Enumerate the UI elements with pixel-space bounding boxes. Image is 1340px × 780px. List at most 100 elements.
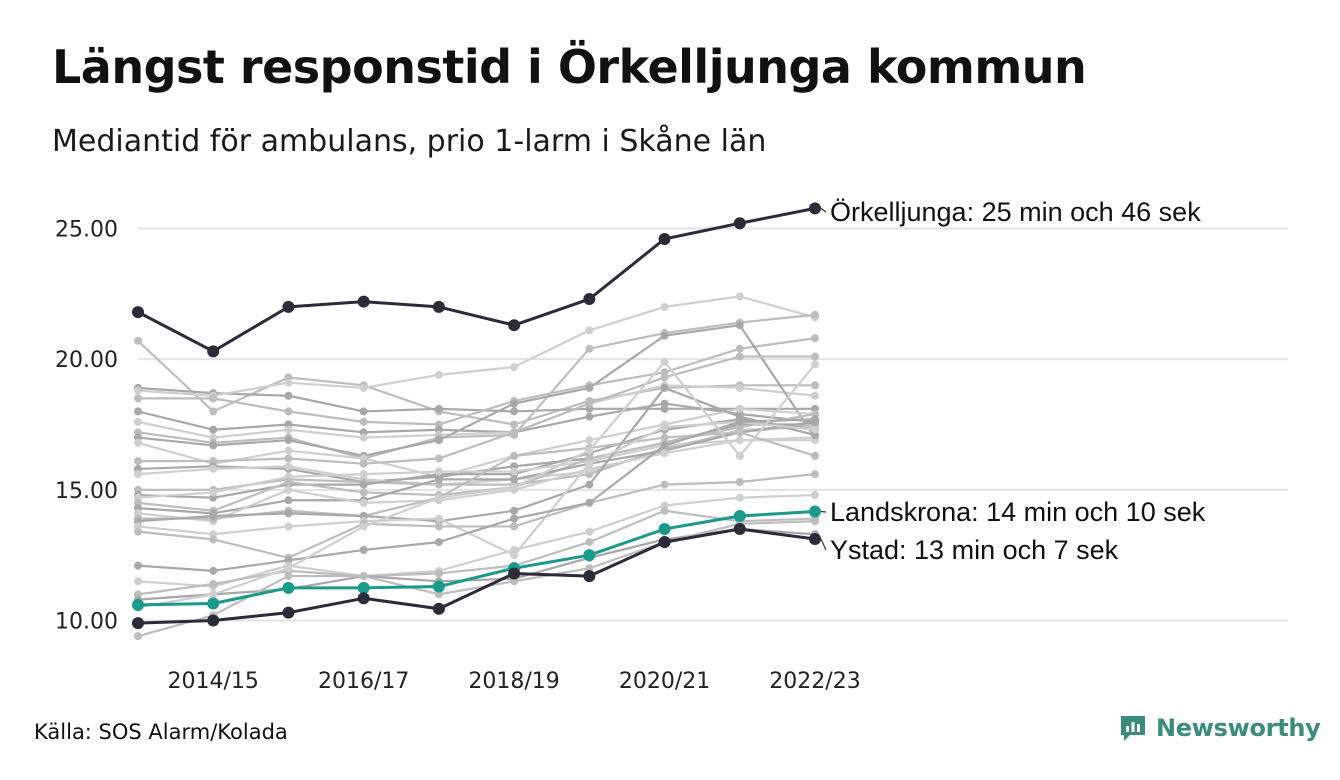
series-callout-label: Landskrona: 14 min och 10 sek [830,497,1206,527]
series-point [282,300,295,313]
other-series-point [811,334,819,343]
other-series-point [585,446,594,455]
series-point [508,319,521,332]
other-series [134,383,819,526]
other-series-point [284,446,293,455]
other-series-point [434,370,443,379]
other-series-point [134,470,142,479]
series-point [357,581,370,594]
other-series-point [660,357,669,366]
series-landskrona [132,505,821,611]
other-series-line [137,473,816,559]
other-series [134,470,819,562]
y-tick-label: 10.00 [55,610,118,635]
other-series-point [585,480,594,489]
other-series-point [134,394,142,403]
other-series-point [134,336,142,345]
other-series-point [735,321,744,330]
other-series-point [134,561,142,570]
other-series-point [359,572,368,581]
series-point [207,597,220,610]
other-series-point [735,428,744,437]
y-tick-label: 15.00 [55,479,118,504]
other-series-point [811,352,819,361]
other-series-point [209,394,218,403]
other-series [134,415,819,575]
other-series-point [510,451,519,460]
x-tick-label: 2020/21 [619,669,710,694]
other-series-point [284,462,293,471]
other-series-line [137,527,816,601]
other-series-point [359,522,368,531]
other-series-point [434,493,443,502]
x-tick-label: 2018/19 [468,669,559,694]
other-series-line [137,386,816,523]
other-series-point [510,420,519,429]
other-series-point [811,425,819,434]
other-series-point [510,577,519,586]
other-series-point [660,506,669,515]
other-series-point [735,344,744,353]
other-series-line [137,418,816,572]
other-series-point [359,498,368,507]
other-series [134,352,819,468]
series-point [432,300,445,313]
other-series-line [137,384,816,439]
other-series-point [585,459,594,468]
other-series-point [134,577,142,586]
series-point [132,306,144,319]
other-series-point [735,477,744,486]
x-tick-label: 2014/15 [168,669,259,694]
other-series [134,321,819,460]
other-series-point [284,454,293,463]
other-series-point [134,438,142,447]
other-series-point [811,391,819,400]
other-series-point [434,467,443,476]
other-series-point [284,496,293,505]
other-series-point [735,417,744,426]
other-series-point [660,331,669,340]
other-series-point [134,457,142,466]
other-series-point [359,433,368,442]
other-municipality-lines [134,292,819,641]
y-tick-label: 20.00 [55,348,118,373]
x-tick-label: 2016/17 [318,669,409,694]
other-series-point [585,538,594,547]
other-series-point [585,344,594,353]
other-series-line [137,324,816,457]
other-series-point [811,470,819,479]
other-series-point [134,527,142,536]
highlighted-municipality-lines [132,202,821,630]
other-series [134,491,819,591]
other-series-point [585,527,594,536]
other-series-point [209,407,218,416]
other-series-point [510,506,519,515]
other-series-point [660,480,669,489]
other-series-point [660,449,669,458]
other-series-point [434,436,443,445]
other-series-point [434,590,443,599]
series-point [357,295,370,308]
other-series-point [660,373,669,382]
series-point [809,202,821,215]
other-series-point [811,381,819,390]
chart-title: Längst responstid i Örkelljunga kommun [52,40,1087,94]
other-series-point [660,433,669,442]
series-point [583,549,596,562]
other-series-point [660,302,669,311]
other-series-point [134,632,142,641]
series-callout-label: Örkelljunga: 25 min och 46 sek [830,197,1201,227]
series-point [432,580,445,593]
x-axis-ticks: 2014/15 2016/17 2018/19 2020/21 2022/23 [168,669,861,694]
series-point [733,217,746,230]
other-series-line [137,360,816,609]
other-series-point [359,480,368,489]
newsworthy-logo[interactable]: Newsworthy [1118,713,1321,743]
other-series-point [735,352,744,361]
other-series-line [137,295,816,397]
other-series-line [137,439,815,523]
series-point [132,598,144,611]
other-series-point [434,538,443,547]
other-series-point [209,488,218,497]
series-point [809,532,821,545]
